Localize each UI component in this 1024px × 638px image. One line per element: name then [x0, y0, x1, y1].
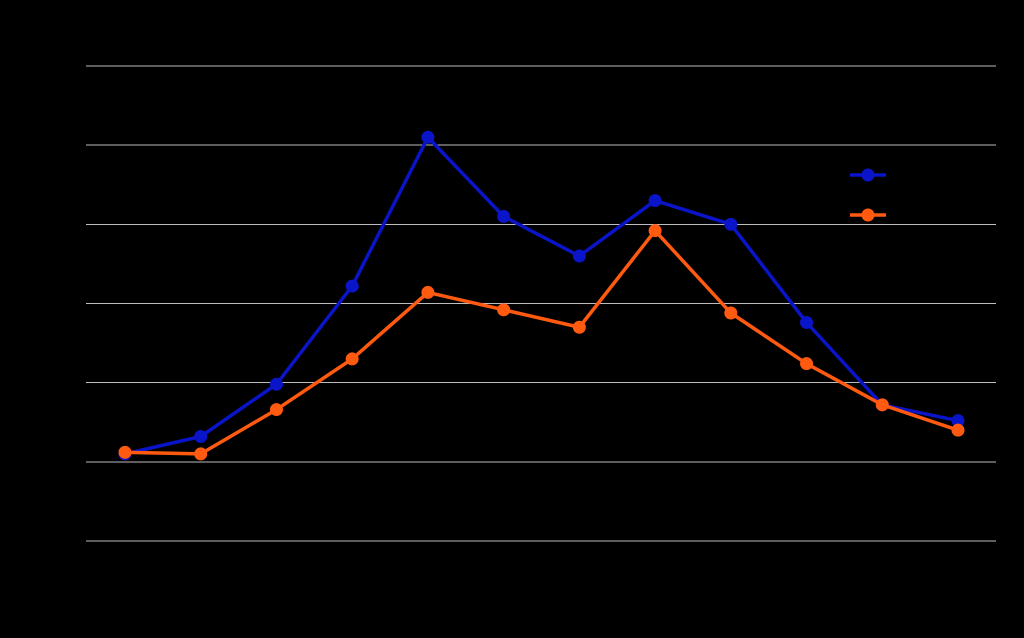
- legend-entry-2: [850, 208, 886, 222]
- series-2-point-8: [648, 224, 662, 238]
- series-1-point-9: [724, 217, 738, 231]
- series-1-point-4: [345, 279, 359, 293]
- series-1-point-6: [497, 209, 511, 223]
- series-2-point-11: [875, 398, 889, 412]
- series-1-line: [123, 135, 960, 456]
- grid: [86, 65, 996, 542]
- series-2-line: [123, 228, 960, 456]
- series-2-point-4: [345, 352, 359, 366]
- series-2-point-10: [800, 357, 814, 371]
- series-2: [118, 224, 965, 461]
- series-2-point-6: [497, 303, 511, 317]
- series-2-point-2: [194, 447, 208, 461]
- series-1-point-5: [421, 130, 435, 144]
- series-2-point-5: [421, 285, 435, 299]
- series-2-point-12: [951, 423, 965, 437]
- legend-entry-1: [850, 168, 886, 182]
- series-1-point-12: [951, 414, 965, 428]
- legend-marker-2: [861, 208, 875, 222]
- series-2-point-1: [118, 445, 132, 459]
- series-1-point-8: [648, 194, 662, 208]
- series-2-point-7: [572, 320, 586, 334]
- series-2-point-9: [724, 306, 738, 320]
- legend-marker-1: [861, 168, 875, 182]
- series-1-point-10: [800, 316, 814, 329]
- series-1-point-3: [269, 377, 283, 391]
- series-2-point-3: [269, 403, 283, 417]
- legend: [850, 168, 886, 222]
- series-1-point-2: [194, 430, 208, 443]
- plot-area: [118, 130, 965, 461]
- series-1-point-7: [572, 249, 586, 263]
- series-1: [118, 130, 965, 461]
